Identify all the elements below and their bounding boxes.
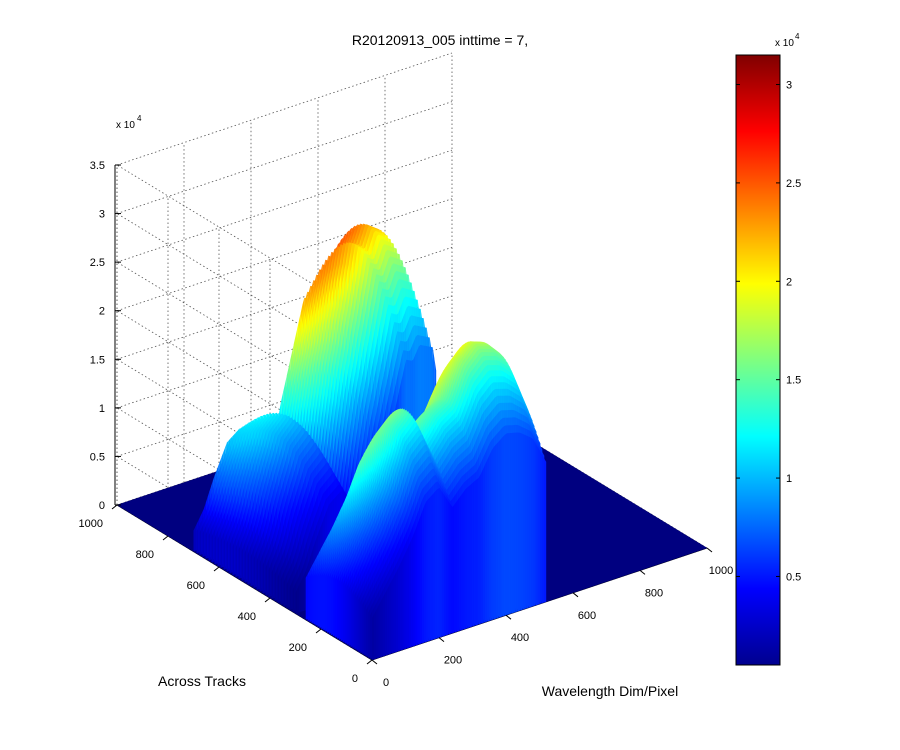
region2-strip xyxy=(348,583,351,646)
region2-strip xyxy=(309,572,312,623)
region1-strip xyxy=(302,574,305,612)
region2-strip xyxy=(319,571,322,628)
region1-strip xyxy=(211,532,214,563)
region1-strip xyxy=(214,534,217,565)
region1-strip xyxy=(247,550,250,585)
region2-strip xyxy=(325,571,328,632)
region2-strip xyxy=(317,571,320,627)
region1-strip xyxy=(205,530,208,559)
region2-strip xyxy=(315,571,318,626)
region1-strip xyxy=(274,570,277,601)
region2-strip xyxy=(350,585,353,647)
region2-strip xyxy=(331,572,334,636)
grid-line xyxy=(116,310,373,467)
region2-strip xyxy=(313,572,316,625)
region1-strip xyxy=(235,543,238,577)
region1-strip xyxy=(304,570,307,611)
grid-line xyxy=(116,101,453,214)
region1-strip xyxy=(196,527,199,554)
region1-strip xyxy=(259,558,262,592)
region1-strip xyxy=(295,588,298,614)
region2-strip xyxy=(342,578,345,643)
grid-line xyxy=(116,198,453,312)
region1-strip xyxy=(217,535,220,567)
region1-strip xyxy=(226,539,229,572)
region2-strip xyxy=(354,590,357,650)
region1-strip xyxy=(300,577,303,612)
region1-strip xyxy=(232,541,235,576)
region1-strip xyxy=(202,529,205,557)
region2-strip xyxy=(311,572,314,624)
region1-strip xyxy=(241,546,244,581)
region1-strip xyxy=(256,556,259,590)
region1-strip xyxy=(229,540,232,574)
region2-strip xyxy=(340,577,343,641)
region1-strip xyxy=(220,536,223,568)
region1-strip xyxy=(299,581,301,613)
region2-strip xyxy=(356,592,359,651)
grid-line xyxy=(116,52,453,166)
region1-strip xyxy=(193,526,196,552)
region1-strip xyxy=(250,552,253,587)
region1-strip xyxy=(208,531,211,561)
region1-strip xyxy=(238,545,241,579)
region2-strip xyxy=(329,572,332,634)
region1-strip xyxy=(292,586,295,612)
grid-line xyxy=(116,149,453,263)
region1-strip xyxy=(283,578,286,607)
region1-strip xyxy=(286,580,289,608)
region1-strip xyxy=(265,563,268,596)
region1-strip xyxy=(253,554,256,588)
region2-strip xyxy=(344,580,347,644)
grid-line xyxy=(116,295,453,409)
region2-strip xyxy=(307,573,310,621)
grid-line xyxy=(116,213,373,369)
region1-strip xyxy=(289,583,292,610)
grid-line xyxy=(116,246,453,360)
region1-strip xyxy=(297,585,299,613)
region1-strip xyxy=(262,560,265,594)
region1-strip xyxy=(223,537,226,570)
region2-strip xyxy=(305,573,308,620)
region1-strip xyxy=(280,575,283,605)
region1-strip xyxy=(268,565,271,598)
region1-strip xyxy=(244,548,247,583)
region1-strip xyxy=(199,528,202,556)
region2-strip xyxy=(336,575,340,639)
region2-strip xyxy=(323,571,326,631)
region2-strip xyxy=(338,576,341,640)
grid-line xyxy=(116,164,373,321)
region1-strip xyxy=(277,573,280,603)
region2-strip xyxy=(333,573,336,637)
region2-strip xyxy=(346,582,349,645)
region1-strip xyxy=(271,568,274,599)
region2-strip xyxy=(321,571,324,630)
region2-strip xyxy=(352,588,355,649)
surface xyxy=(116,223,708,661)
region2-strip xyxy=(327,571,330,633)
grid-line xyxy=(116,261,373,418)
region2-strip xyxy=(334,574,338,638)
chart-title: R20120913_005 inttime = 7, xyxy=(352,32,528,48)
